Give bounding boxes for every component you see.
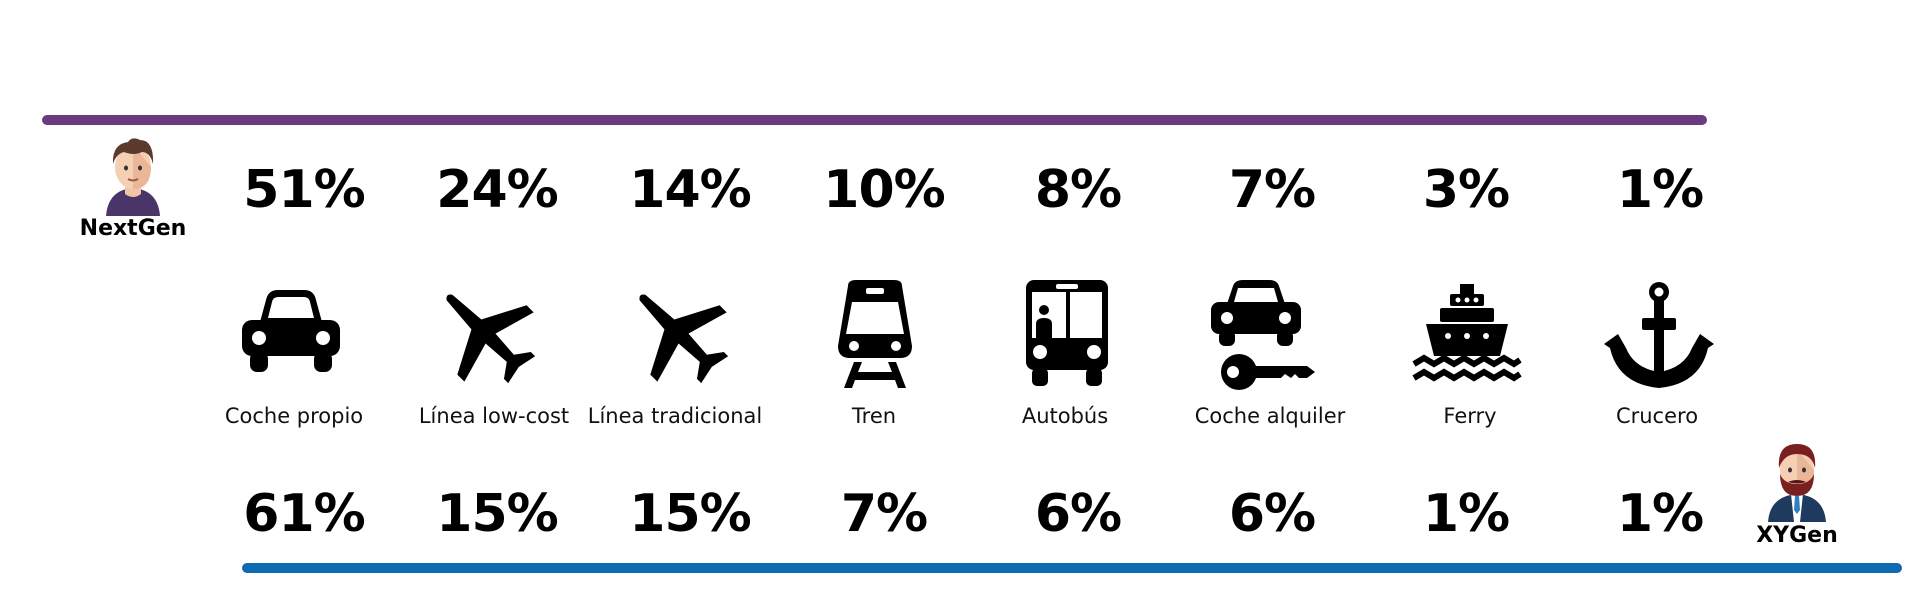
nextgen-bar [42,115,1707,125]
xygen-value: 6% [1228,484,1316,544]
nextgen-value: 51% [243,160,365,220]
mode-label: Coche alquiler [1194,404,1346,428]
anchor-icon [1604,282,1714,388]
ferry-icon [1412,284,1522,382]
nextgen-value: 8% [1034,160,1122,220]
nextgen-value: 10% [823,160,945,220]
mode-label: Línea low-cost [418,404,570,428]
train-icon [838,280,912,388]
mode-label: Línea tradicional [587,404,763,428]
plane-icon [639,294,729,384]
bus-icon [1026,280,1108,386]
xygen-value: 6% [1034,484,1122,544]
xygen-value: 15% [629,484,751,544]
nextgen-value: 1% [1616,160,1704,220]
nextgen-value: 24% [436,160,558,220]
xygen-bar [242,563,1902,573]
car-icon [242,290,340,372]
mode-label: Ferry [1443,404,1497,428]
rental-car-icon [1211,280,1315,390]
xygen-avatar-icon [1768,444,1826,522]
xygen-value: 1% [1616,484,1704,544]
mode-label: Crucero [1615,404,1699,428]
mode-label: Coche propio [224,404,364,428]
mode-label: Tren [851,404,897,428]
mode-label: Autobús [1021,404,1109,428]
xygen-value: 1% [1422,484,1510,544]
xygen-label: XYGen [1756,523,1838,548]
xygen-value: 61% [243,484,365,544]
nextgen-value: 7% [1228,160,1316,220]
xygen-value: 7% [840,484,928,544]
xygen-value: 15% [436,484,558,544]
nextgen-value: 14% [629,160,751,220]
nextgen-value: 3% [1422,160,1510,220]
nextgen-avatar-icon [106,138,160,216]
nextgen-label: NextGen [79,216,187,241]
plane-icon [446,294,536,384]
